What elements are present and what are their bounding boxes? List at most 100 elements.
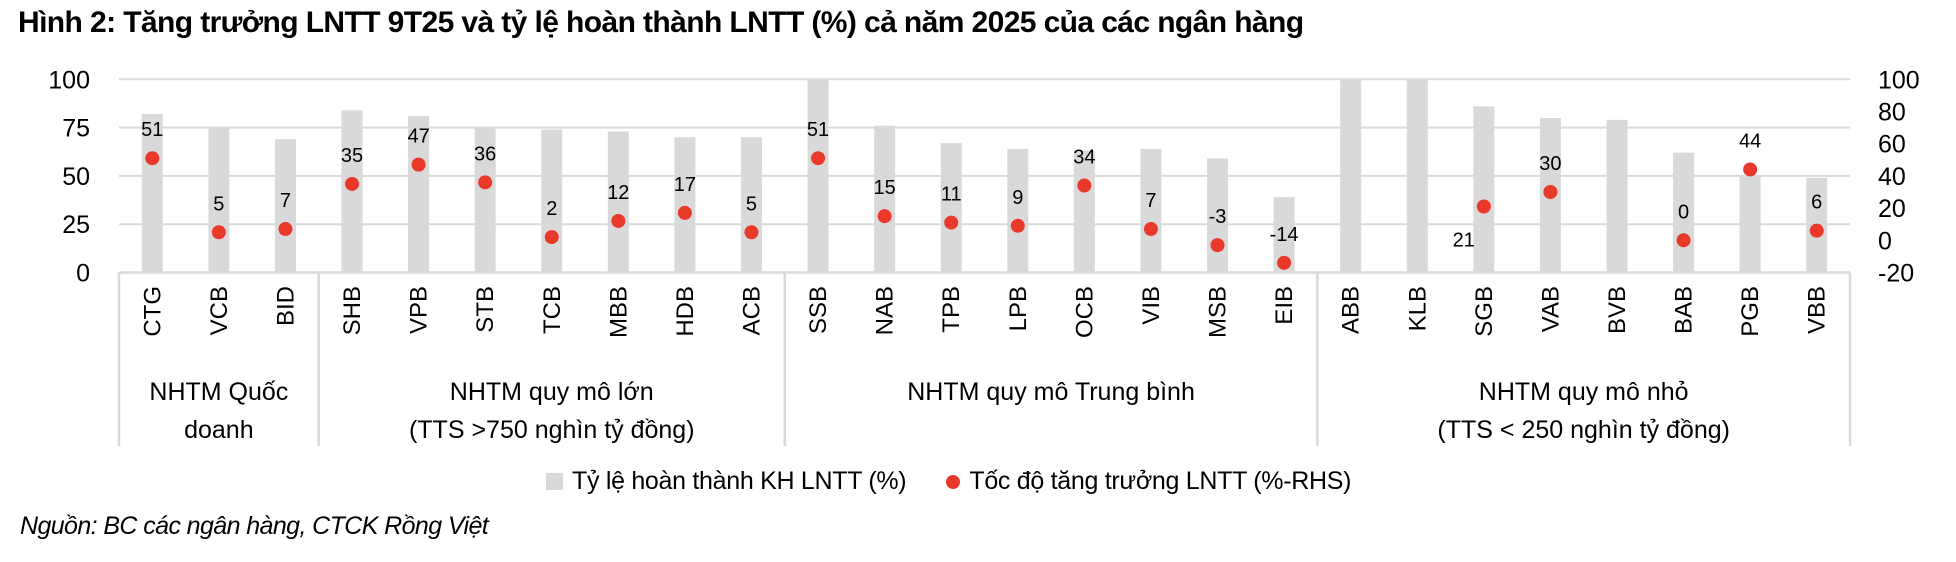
category-label: VIB xyxy=(1138,286,1165,325)
data-label: 30 xyxy=(1539,153,1561,175)
bar-ssb xyxy=(807,79,829,273)
right-tick-label: 100 xyxy=(1878,66,1920,94)
dot-nab xyxy=(877,209,892,224)
group-label: NHTM quy mô Trung bình xyxy=(907,378,1195,406)
category-label: MSB xyxy=(1205,286,1232,338)
dot-sgb xyxy=(1476,199,1491,214)
right-tick-label: 80 xyxy=(1878,99,1906,127)
source-note: Nguồn: BC các ngân hàng, CTCK Rồng Việt xyxy=(20,512,489,540)
category-label: HDB xyxy=(672,286,699,337)
data-label: 21 xyxy=(1453,229,1475,251)
right-tick-label: 40 xyxy=(1878,163,1906,191)
left-tick-label: 100 xyxy=(48,66,90,94)
data-label: 51 xyxy=(141,119,163,141)
legend-dot-marker-icon xyxy=(946,474,961,489)
category-label: VAB xyxy=(1537,286,1564,332)
left-tick-label: 75 xyxy=(62,115,90,143)
data-label: 2 xyxy=(546,198,557,220)
bar-vpb xyxy=(408,116,430,273)
data-label: 0 xyxy=(1678,201,1689,223)
bar-hdb xyxy=(674,137,696,273)
bar-stb xyxy=(474,127,496,273)
category-label: STB xyxy=(472,286,499,333)
data-label: 17 xyxy=(674,174,696,196)
chart-title: Hình 2: Tăng trưởng LNTT 9T25 và tỷ lệ h… xyxy=(18,6,1304,39)
group-label: doanh xyxy=(184,416,254,444)
bar-sgb xyxy=(1473,106,1495,273)
dot-lpb xyxy=(1010,218,1025,233)
category-label: ACB xyxy=(738,286,765,335)
category-label: VPB xyxy=(406,286,433,334)
dot-vpb xyxy=(411,157,426,172)
left-tick-label: 25 xyxy=(62,211,90,239)
bar-pgb xyxy=(1739,175,1761,273)
dot-tpb xyxy=(944,215,959,230)
category-label: NAB xyxy=(872,286,899,335)
dot-mbb xyxy=(611,213,626,228)
bar-vib xyxy=(1140,148,1162,273)
bar-tpb xyxy=(940,143,962,273)
category-label: CTG xyxy=(139,286,166,337)
data-label: 11 xyxy=(941,184,962,206)
group-label: (TTS >750 nghìn tỷ đồng) xyxy=(409,416,695,444)
category-label: VBB xyxy=(1804,286,1831,334)
bar-bvb xyxy=(1606,119,1628,273)
data-label: 7 xyxy=(1145,190,1156,212)
category-label: EIB xyxy=(1271,286,1298,325)
data-label: 5 xyxy=(213,193,224,215)
dot-vcb xyxy=(211,225,226,240)
left-tick-label: 50 xyxy=(62,163,90,191)
data-label: 5 xyxy=(746,193,757,215)
data-label: 6 xyxy=(1811,192,1822,214)
legend-bar-label: Tỷ lệ hoàn thành KH LNTT (%) xyxy=(572,467,907,495)
bar-eib xyxy=(1273,197,1295,273)
data-label: 36 xyxy=(474,143,496,165)
dot-tcb xyxy=(544,230,559,245)
bar-ocb xyxy=(1073,150,1095,273)
right-tick-label: 60 xyxy=(1878,131,1906,159)
dot-msb xyxy=(1210,238,1225,253)
dot-ocb xyxy=(1077,178,1092,193)
dot-shb xyxy=(345,176,360,191)
category-label: BVB xyxy=(1604,286,1631,334)
category-label: OCB xyxy=(1071,286,1098,338)
right-tick-label: -20 xyxy=(1878,260,1914,288)
left-tick-label: 0 xyxy=(76,260,90,288)
dot-stb xyxy=(478,175,493,190)
group-label: NHTM quy mô lớn xyxy=(450,378,654,406)
data-label: -3 xyxy=(1209,206,1227,228)
data-label: 35 xyxy=(341,145,363,167)
right-tick-label: 20 xyxy=(1878,195,1906,223)
group-label: (TTS < 250 nghìn tỷ đồng) xyxy=(1437,416,1730,444)
data-label: 7 xyxy=(280,190,291,212)
category-label: SHB xyxy=(339,286,366,335)
data-label: 51 xyxy=(807,119,829,141)
bar-lpb xyxy=(1007,148,1029,273)
category-label: KLB xyxy=(1404,286,1431,331)
bar-klb xyxy=(1406,79,1428,273)
category-label: LPB xyxy=(1005,286,1032,331)
dot-vab xyxy=(1543,185,1558,199)
dot-ssb xyxy=(811,151,826,166)
legend-bar-swatch-icon xyxy=(546,473,563,490)
bar-shb xyxy=(341,110,363,273)
right-y-axis: 100 80 60 40 20 0 -20 xyxy=(1878,66,1920,287)
category-label: TPB xyxy=(938,286,965,333)
category-label: BID xyxy=(272,286,299,326)
dot-ctg xyxy=(145,151,160,166)
category-label: PGB xyxy=(1737,286,1764,337)
gridlines xyxy=(119,78,1850,226)
dot-acb xyxy=(744,225,759,240)
legend-dot-label: Tốc độ tăng trưởng LNTT (%-RHS) xyxy=(969,467,1352,495)
legend: Tỷ lệ hoàn thành KH LNTT (%) Tốc độ tăng… xyxy=(546,467,1351,496)
dot-eib xyxy=(1277,255,1292,270)
data-label: 34 xyxy=(1073,147,1095,169)
bar-acb xyxy=(740,137,762,273)
data-labels: 51 5 7 35 47 36 2 12 17 5 51 15 11 9 34 7 -3 -14 21 30 0 44 6 xyxy=(141,119,1822,251)
dot-pgb xyxy=(1743,162,1758,177)
right-tick-label: 0 xyxy=(1878,227,1892,255)
dot-vib xyxy=(1143,222,1158,237)
bar-nab xyxy=(874,125,896,273)
bar-bid xyxy=(274,139,296,273)
